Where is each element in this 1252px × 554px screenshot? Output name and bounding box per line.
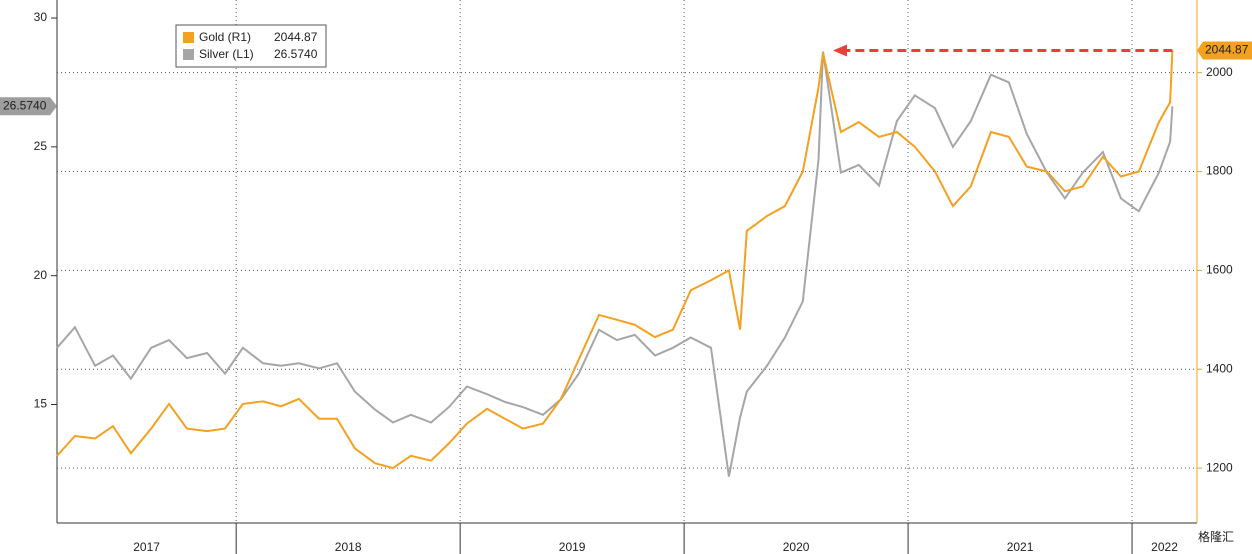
legend-label: Gold (R1) bbox=[199, 30, 251, 44]
y-tick-label: 30 bbox=[34, 10, 48, 24]
y-tick-label: 25 bbox=[34, 139, 48, 153]
legend-swatch bbox=[183, 49, 194, 60]
series-line bbox=[56, 51, 1174, 477]
annotation-arrowhead bbox=[832, 44, 847, 57]
y2-tick-label: 1600 bbox=[1206, 263, 1233, 277]
x-axis-band bbox=[0, 524, 1252, 554]
legend-box bbox=[175, 24, 327, 68]
y-tick-label: 20 bbox=[34, 268, 48, 282]
x-tick-label: 2019 bbox=[559, 540, 586, 554]
x-tick-label: 2017 bbox=[133, 540, 160, 554]
last-tag-left-text: 26.5740 bbox=[3, 98, 47, 112]
legend-value: 2044.87 bbox=[274, 30, 318, 44]
legend-swatch bbox=[183, 32, 194, 43]
legend-value: 26.5740 bbox=[274, 47, 318, 61]
x-tick-label: 2021 bbox=[1007, 540, 1034, 554]
watermark: 格隆汇 bbox=[1198, 529, 1234, 544]
x-tick-label: 2020 bbox=[783, 540, 810, 554]
legend-label: Silver (L1) bbox=[199, 47, 254, 61]
series-line bbox=[56, 50, 1174, 470]
x-tick-label: 2018 bbox=[335, 540, 362, 554]
last-tag-right bbox=[1197, 41, 1252, 60]
y2-tick-label: 1200 bbox=[1206, 460, 1233, 474]
y2-tick-label: 2000 bbox=[1206, 65, 1233, 79]
y-tick-label: 15 bbox=[34, 397, 48, 411]
legend: Gold (R1) 2044.87 Silver (L1) 26.5740 bbox=[175, 24, 327, 68]
x-tick-label: 2022 bbox=[1151, 540, 1178, 554]
last-tag-right-text: 2044.87 bbox=[1205, 43, 1249, 57]
y2-tick-label: 1800 bbox=[1206, 164, 1233, 178]
y2-tick-label: 1400 bbox=[1206, 361, 1233, 375]
last-tag-left bbox=[0, 97, 57, 116]
